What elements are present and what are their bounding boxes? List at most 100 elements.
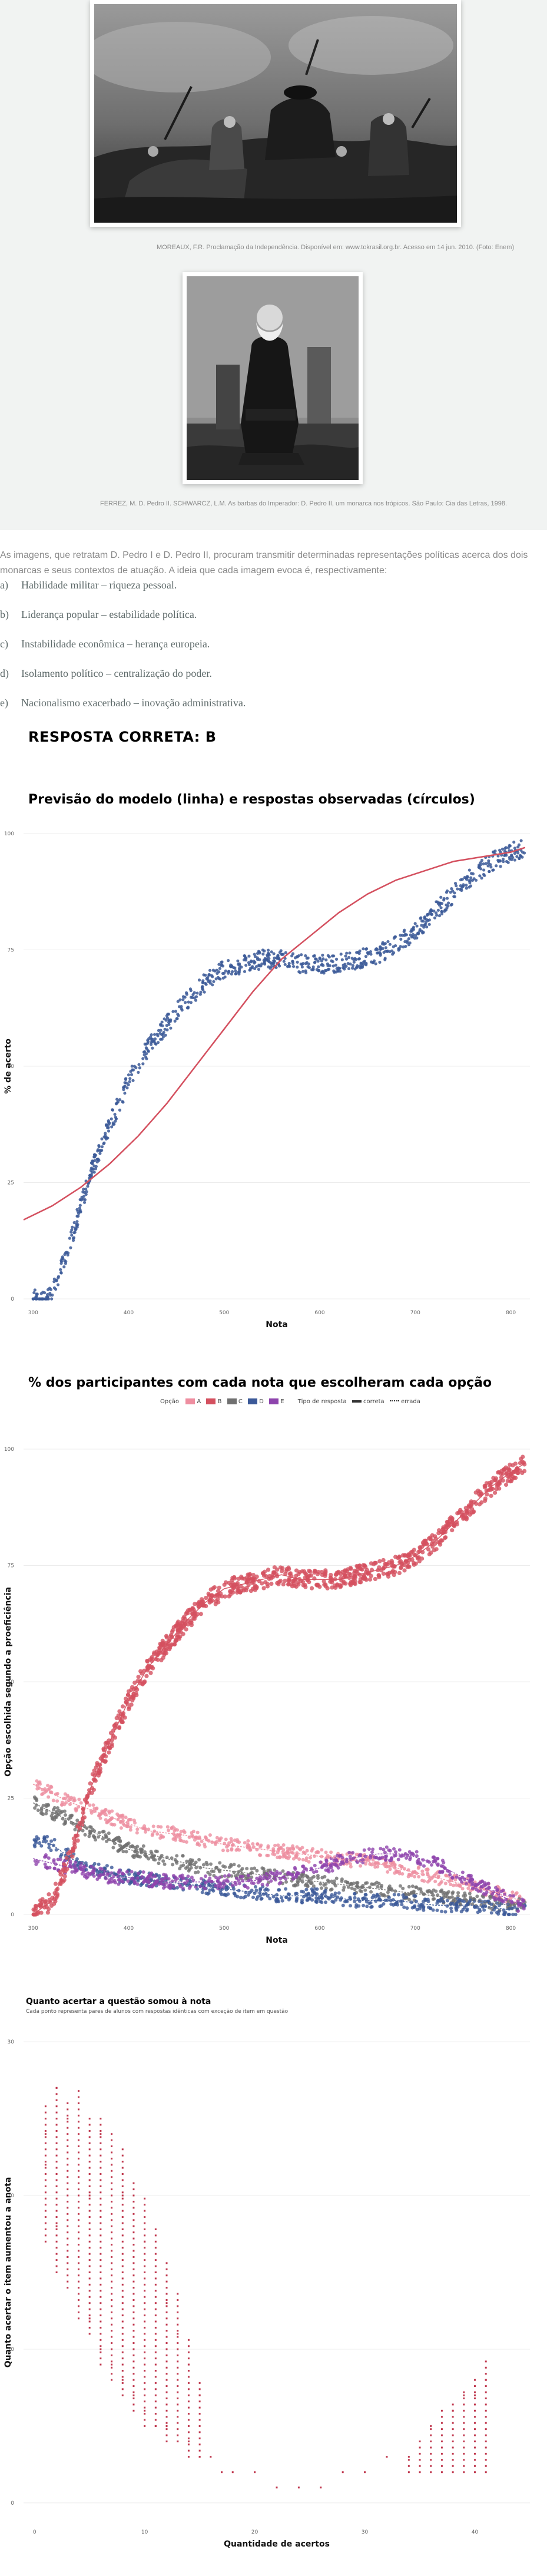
observed-point: [413, 922, 417, 925]
series-point-e: [496, 1888, 500, 1892]
gain-point: [165, 2360, 168, 2363]
series-point-b: [103, 1741, 108, 1745]
observed-point: [381, 947, 384, 950]
observed-point: [218, 967, 222, 970]
series-point-d: [310, 1887, 314, 1892]
series-point-d: [451, 1902, 455, 1906]
series-point-b: [323, 1568, 328, 1573]
observed-point: [326, 962, 330, 965]
observed-point: [445, 897, 449, 900]
series-point-d: [356, 1897, 360, 1901]
observed-point: [468, 881, 472, 885]
series-point-b: [40, 1897, 45, 1902]
series-point-e: [455, 1875, 459, 1879]
series-point-e: [167, 1877, 171, 1881]
gain-point: [88, 2296, 91, 2298]
series-point-e: [173, 1875, 177, 1879]
series-point-d: [349, 1904, 353, 1908]
series-point-a: [297, 1847, 301, 1851]
gain-point: [121, 2253, 124, 2255]
gain-point: [111, 2139, 113, 2141]
gain-point: [154, 2419, 157, 2421]
observed-point: [106, 1136, 110, 1140]
series-point-a: [200, 1840, 204, 1844]
gain-point: [165, 2317, 168, 2320]
observed-point: [48, 1291, 52, 1295]
observed-point: [355, 951, 359, 954]
observed-point: [221, 976, 225, 980]
observed-point: [500, 847, 505, 851]
series-point-e: [400, 1854, 404, 1858]
gain-point: [452, 2441, 454, 2443]
series-point-d: [413, 1905, 417, 1909]
gain-point: [100, 2167, 102, 2169]
series-point-d: [307, 1892, 311, 1896]
series-point-d: [423, 1897, 427, 1902]
observed-point: [366, 951, 369, 954]
gain-point: [474, 2471, 476, 2474]
gain-point: [485, 2391, 487, 2393]
gain-point: [100, 2320, 102, 2323]
gain-point: [132, 2213, 135, 2215]
gain-point: [77, 2293, 79, 2295]
model-line: [23, 846, 526, 1221]
gain-point: [430, 2465, 432, 2467]
observed-point: [131, 1068, 135, 1072]
series-point-b: [302, 1569, 307, 1574]
series-point-e: [422, 1864, 426, 1868]
gain-point: [198, 2394, 201, 2396]
observed-point: [256, 956, 259, 960]
series-point-c: [374, 1880, 379, 1884]
series-point-c: [185, 1859, 189, 1863]
observed-point: [343, 965, 346, 970]
gain-point: [111, 2373, 113, 2375]
gain-point: [485, 2397, 487, 2399]
observed-point: [339, 953, 343, 956]
observed-point: [271, 961, 275, 965]
series-point-a: [210, 1840, 214, 1844]
gain-point: [44, 2164, 47, 2166]
observed-point: [153, 1033, 157, 1036]
series-point-e: [382, 1847, 386, 1851]
gain-point: [67, 2102, 69, 2104]
series-point-a: [74, 1807, 78, 1811]
gain-point: [111, 2366, 113, 2369]
series-point-a: [218, 1838, 222, 1843]
gain-point: [77, 2287, 79, 2289]
gain-point: [144, 2204, 146, 2206]
gain-point: [77, 2102, 79, 2104]
series-point-c: [250, 1867, 254, 1871]
series-point-a: [174, 1838, 178, 1842]
chart3-title: Quanto acertar a questão somou à nota: [26, 1997, 211, 2006]
observed-point: [55, 1278, 58, 1282]
observed-point: [273, 956, 276, 960]
gain-point: [187, 2437, 190, 2439]
gain-point: [154, 2339, 157, 2341]
observed-point: [178, 998, 182, 1001]
gain-point: [165, 2311, 168, 2313]
series-point-c: [488, 1906, 492, 1910]
series-point-d: [502, 1908, 506, 1912]
gain-point: [144, 2388, 146, 2390]
observed-point: [465, 887, 468, 890]
observed-point: [420, 924, 423, 927]
observed-point: [510, 854, 513, 857]
observed-point: [479, 861, 482, 865]
series-point-e: [52, 1867, 57, 1871]
observed-point: [317, 965, 320, 968]
series-point-c: [401, 1886, 405, 1890]
series-point-d: [443, 1910, 447, 1914]
gain-point: [44, 2228, 47, 2230]
observed-point: [194, 998, 198, 1002]
gain-point: [111, 2133, 113, 2135]
series-point-c: [463, 1891, 467, 1895]
series-point-c: [68, 1814, 72, 1818]
gain-point: [67, 2182, 69, 2184]
observed-point: [423, 915, 427, 919]
gain-point: [44, 2124, 47, 2126]
series-point-d: [45, 1834, 49, 1838]
gain-point: [419, 2459, 421, 2461]
series-point-e: [352, 1856, 356, 1860]
series-point-e: [324, 1868, 328, 1872]
series-point-d: [417, 1904, 421, 1908]
